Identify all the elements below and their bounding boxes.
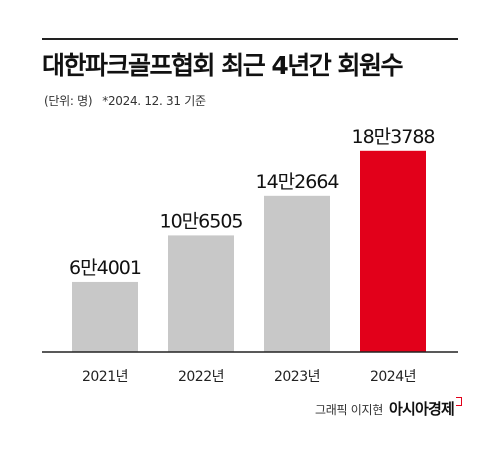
date-note: *2024. 12. 31 기준 — [102, 94, 206, 108]
category-label: 2022년 — [178, 369, 224, 385]
bar-2022년 — [168, 235, 234, 352]
brand-logo: 아시아경제 — [388, 400, 455, 418]
value-label: 10만6505 — [159, 210, 242, 232]
unit-note: (단위: 명) — [44, 94, 93, 108]
graphic-credit: 그래픽 이지현 — [315, 403, 383, 417]
brand-mark-icon — [456, 397, 462, 406]
bar-2021년 — [72, 281, 138, 352]
bar-2023년 — [264, 195, 330, 352]
chart-title: 대한파크골프협회 최근 4년간 회원수 — [42, 51, 404, 80]
title-rule — [42, 38, 458, 40]
bar-2024년 — [360, 150, 426, 352]
value-label: 18만3788 — [351, 126, 434, 148]
value-label: 14만2664 — [255, 171, 339, 193]
category-label: 2021년 — [82, 369, 128, 385]
value-label: 6만4001 — [69, 257, 141, 279]
credit-line: 그래픽 이지현 아시아경제 — [315, 397, 462, 419]
category-label: 2024년 — [370, 369, 416, 385]
chart-subtitle: (단위: 명) *2024. 12. 31 기준 — [44, 92, 206, 109]
category-label: 2023년 — [274, 369, 320, 385]
